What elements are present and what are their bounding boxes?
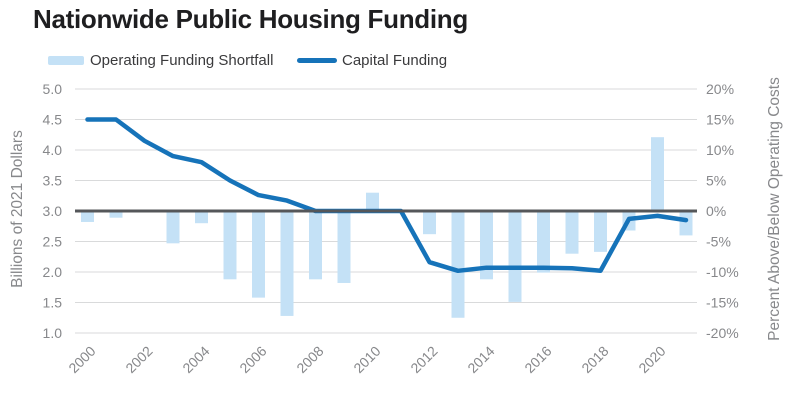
shortfall-bar-2013 <box>451 211 465 318</box>
y-axis-right-tick: -5% <box>706 234 731 250</box>
x-axis-tick: 2020 <box>635 343 668 376</box>
y-axis-right-tick: 15% <box>706 112 734 128</box>
y-axis-right-tick: 20% <box>706 81 734 97</box>
shortfall-bar-2018 <box>594 211 607 252</box>
x-axis-tick: 2006 <box>236 343 269 376</box>
shortfall-bar-2014 <box>480 211 493 280</box>
shortfall-bar-2006 <box>252 211 265 298</box>
y-axis-right-tick: 0% <box>706 203 726 219</box>
y-axis-right-tick: -15% <box>706 295 739 311</box>
y-axis-right-title: Percent Above/Below Operating Costs <box>766 77 783 341</box>
shortfall-bar-2008 <box>309 211 322 280</box>
y-axis-right-tick: -10% <box>706 264 739 280</box>
x-axis-tick: 2016 <box>521 343 554 376</box>
shortfall-bar-2021 <box>679 211 693 236</box>
shortfall-bar-2020 <box>651 137 664 211</box>
y-axis-left-tick: 2.0 <box>43 264 63 280</box>
y-axis-left-tick: 1.0 <box>43 325 63 341</box>
y-axis-left-tick: 4.5 <box>43 112 63 128</box>
legend: Operating Funding Shortfall Capital Fund… <box>0 48 790 72</box>
x-axis-tick: 2000 <box>65 343 98 376</box>
shortfall-bar-2005 <box>223 211 237 280</box>
shortfall-bar-2015 <box>508 211 522 302</box>
y-axis-left-tick: 3.0 <box>43 203 63 219</box>
x-axis-tick: 2004 <box>179 343 212 376</box>
shortfall-bar-2009 <box>337 211 351 283</box>
shortfall-bar-2000 <box>81 211 94 222</box>
shortfall-bar-2007 <box>280 211 294 316</box>
chart-title: Nationwide Public Housing Funding <box>33 4 468 34</box>
legend-item-operating-funding-shortfall: Operating Funding Shortfall <box>48 52 273 69</box>
y-axis-left-tick: 4.0 <box>43 142 63 158</box>
bar-swatch-icon <box>48 56 84 65</box>
y-axis-right-tick: 10% <box>706 142 734 158</box>
shortfall-bar-2016 <box>537 211 550 273</box>
shortfall-bar-2003 <box>166 211 180 244</box>
y-axis-left-tick: 2.5 <box>43 234 63 250</box>
y-axis-left-tick: 5.0 <box>43 81 63 97</box>
x-axis-tick: 2002 <box>122 343 155 376</box>
shortfall-bar-2012 <box>423 211 436 235</box>
x-axis-tick: 2018 <box>578 343 611 376</box>
y-axis-right-tick: 5% <box>706 173 726 189</box>
x-axis-tick: 2008 <box>293 343 326 376</box>
x-axis-tick: 2014 <box>464 343 497 376</box>
shortfall-bar-2010 <box>366 192 379 211</box>
legend-label: Capital Funding <box>342 52 448 69</box>
shortfall-bar-2004 <box>195 211 208 224</box>
x-axis-tick: 2012 <box>407 343 440 376</box>
y-axis-left-title: Billions of 2021 Dollars <box>9 130 26 288</box>
x-axis-tick: 2010 <box>350 343 383 376</box>
line-swatch-icon <box>297 58 337 63</box>
y-axis-left-tick: 1.5 <box>43 295 63 311</box>
shortfall-bar-2001 <box>109 211 123 218</box>
shortfall-bar-2017 <box>565 211 579 254</box>
legend-item-capital-funding: Capital Funding <box>297 52 447 69</box>
legend-label: Operating Funding Shortfall <box>90 52 274 69</box>
y-axis-left-tick: 3.5 <box>43 173 63 189</box>
y-axis-right-tick: -20% <box>706 325 739 341</box>
